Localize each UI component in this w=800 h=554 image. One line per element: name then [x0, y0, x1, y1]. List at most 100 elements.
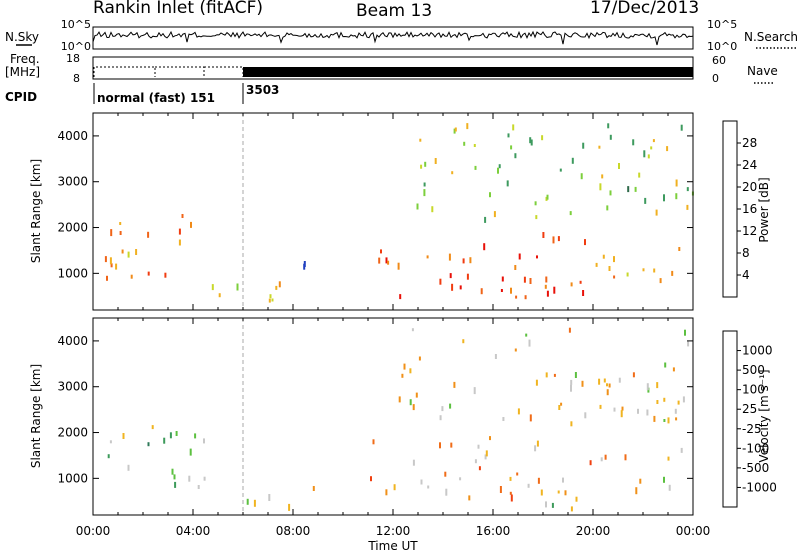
x-axis-labels: 00:00 04:00 08:00 12:00 16:00 20:00 00:00 — [76, 524, 711, 538]
scatter-cell — [489, 436, 491, 441]
scatter-cell — [401, 373, 404, 378]
scatter-cell — [439, 442, 441, 449]
scatter-cell — [474, 165, 477, 170]
scatter-cell — [634, 186, 637, 192]
scatter-cell — [536, 255, 538, 259]
scatter-cell — [545, 501, 547, 508]
velocity-ylabel: Slant Range [km] — [29, 364, 43, 468]
scatter-cell — [312, 486, 315, 491]
scatter-cell — [385, 489, 388, 496]
scatter-cell — [411, 328, 414, 332]
scatter-cell — [638, 172, 641, 178]
scatter-cell — [514, 348, 517, 352]
scatter-cell — [109, 257, 112, 265]
power-colorbar-label: Power [dB] — [757, 177, 771, 242]
scatter-cell — [514, 265, 517, 270]
velocity-panel: 1000 2000 3000 4000 Slant Range [km] — [29, 317, 694, 516]
scatter-cell — [674, 408, 677, 414]
scatter-cell — [378, 257, 381, 264]
scatter-cell — [666, 146, 669, 152]
scatter-cell — [618, 163, 620, 169]
scatter-cell — [393, 484, 396, 491]
noise-left-label: N.Sky — [5, 30, 39, 44]
scatter-cell — [650, 146, 653, 150]
scatter-cell — [512, 124, 515, 131]
scatter-cell — [637, 408, 639, 414]
scatter-cell — [380, 249, 382, 254]
x-tick-label: 00:00 — [676, 524, 711, 538]
scatter-cell — [175, 431, 178, 436]
x-tick-label: 04:00 — [176, 524, 211, 538]
scatter-cell — [163, 437, 166, 444]
velocity-scatter — [107, 327, 690, 512]
scatter-cell — [663, 419, 666, 422]
scatter-cell — [678, 247, 681, 251]
scatter-cell — [477, 444, 480, 449]
colorbar-tick-label: 25 — [742, 402, 757, 416]
noise-sky-trace — [92, 30, 694, 46]
scatter-cell — [675, 179, 678, 187]
scatter-cell — [110, 229, 113, 237]
scatter-cell — [253, 499, 256, 507]
scatter-cell — [639, 478, 642, 484]
scatter-cell — [171, 468, 174, 475]
scatter-cell — [523, 276, 526, 283]
scatter-cell — [510, 494, 513, 502]
scatter-cell — [271, 298, 274, 302]
scatter-cell — [190, 221, 192, 228]
scatter-cell — [164, 272, 167, 278]
scatter-cell — [606, 383, 608, 387]
scatter-cell — [127, 464, 130, 471]
scatter-cell — [560, 402, 563, 406]
y-tick-label: 4000 — [57, 334, 88, 348]
cpid-panel: CPID normal (fast) 151 3503 — [5, 83, 279, 105]
scatter-cell — [525, 333, 528, 337]
scatter-cell — [600, 457, 603, 462]
scatter-cell — [509, 476, 512, 481]
scatter-cell — [450, 442, 453, 448]
colorbar-tick-label: 24 — [742, 158, 757, 172]
scatter-cell — [598, 145, 601, 149]
colorbar-tick-label: 100 — [742, 383, 765, 397]
scatter-cell — [598, 378, 601, 385]
scatter-cell — [632, 139, 635, 146]
scatter-cell — [682, 396, 685, 403]
scatter-cell — [409, 399, 412, 406]
scatter-cell — [655, 209, 658, 216]
scatter-cell — [537, 477, 540, 484]
scatter-cell — [575, 496, 578, 502]
y-tick-label: 2000 — [57, 221, 88, 235]
scatter-cell — [399, 294, 402, 300]
scatter-cell — [474, 459, 477, 464]
scatter-cell — [462, 258, 465, 264]
noise-right-tick-top: 10^5 — [707, 18, 737, 31]
scatter-cell — [607, 123, 610, 129]
scatter-cell — [570, 506, 573, 512]
scatter-cell — [439, 278, 442, 285]
scatter-cell — [540, 489, 543, 496]
x-tick-label: 20:00 — [576, 524, 611, 538]
scatter-cell — [675, 417, 678, 421]
scatter-cell — [558, 405, 561, 410]
scatter-cell — [119, 231, 122, 235]
scatter-cell — [459, 477, 462, 481]
scatter-cell — [415, 392, 418, 398]
scatter-cell — [551, 502, 554, 508]
freq-panel: Freq. [MHz] 18 8 60 0 Nave — [5, 52, 778, 85]
scatter-cell — [473, 387, 476, 395]
power-ylabel: Slant Range [km] — [29, 159, 43, 263]
scatter-cell — [441, 406, 444, 412]
scatter-cell — [218, 293, 221, 298]
nave-label: Nave — [747, 64, 778, 78]
scatter-cell — [498, 164, 501, 169]
scatter-cell — [397, 262, 400, 270]
scatter-cell — [122, 433, 125, 439]
scatter-cell — [557, 236, 560, 242]
scatter-cell — [147, 271, 150, 276]
scatter-cell — [542, 232, 545, 238]
scatter-cell — [466, 273, 469, 280]
scatter-cell — [667, 417, 670, 424]
y-tick-label: 1000 — [57, 266, 88, 280]
cpid-segment-2: 3503 — [246, 83, 279, 97]
